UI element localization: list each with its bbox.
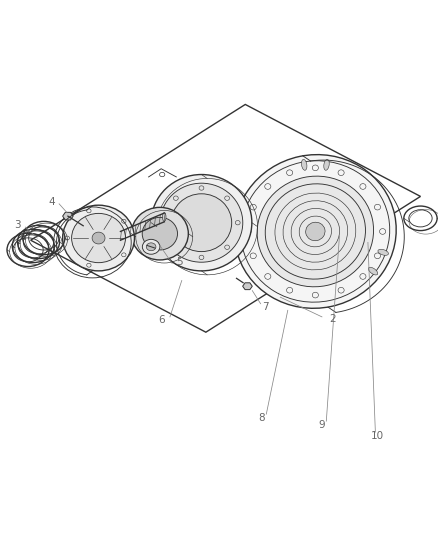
Ellipse shape	[92, 232, 105, 244]
Text: 8: 8	[258, 413, 265, 423]
Ellipse shape	[131, 207, 188, 260]
Ellipse shape	[142, 217, 177, 250]
Ellipse shape	[162, 213, 166, 221]
Polygon shape	[243, 283, 252, 289]
Ellipse shape	[71, 213, 125, 263]
Text: 4: 4	[48, 197, 55, 207]
Text: 10: 10	[371, 431, 384, 441]
Text: 5: 5	[176, 257, 183, 267]
Text: 2: 2	[329, 314, 336, 324]
Ellipse shape	[301, 159, 307, 170]
Ellipse shape	[257, 176, 374, 287]
Polygon shape	[63, 212, 73, 220]
Ellipse shape	[151, 174, 252, 271]
Text: 3: 3	[14, 220, 21, 230]
Text: 7: 7	[262, 302, 269, 312]
Ellipse shape	[306, 222, 325, 241]
Ellipse shape	[142, 239, 160, 254]
Text: 9: 9	[318, 420, 325, 430]
Ellipse shape	[63, 205, 134, 271]
Ellipse shape	[378, 249, 389, 255]
Text: 6: 6	[159, 315, 166, 325]
Ellipse shape	[368, 267, 378, 275]
Ellipse shape	[146, 243, 156, 251]
Ellipse shape	[234, 155, 396, 308]
Ellipse shape	[171, 194, 232, 252]
Ellipse shape	[160, 183, 243, 262]
Ellipse shape	[324, 159, 329, 170]
